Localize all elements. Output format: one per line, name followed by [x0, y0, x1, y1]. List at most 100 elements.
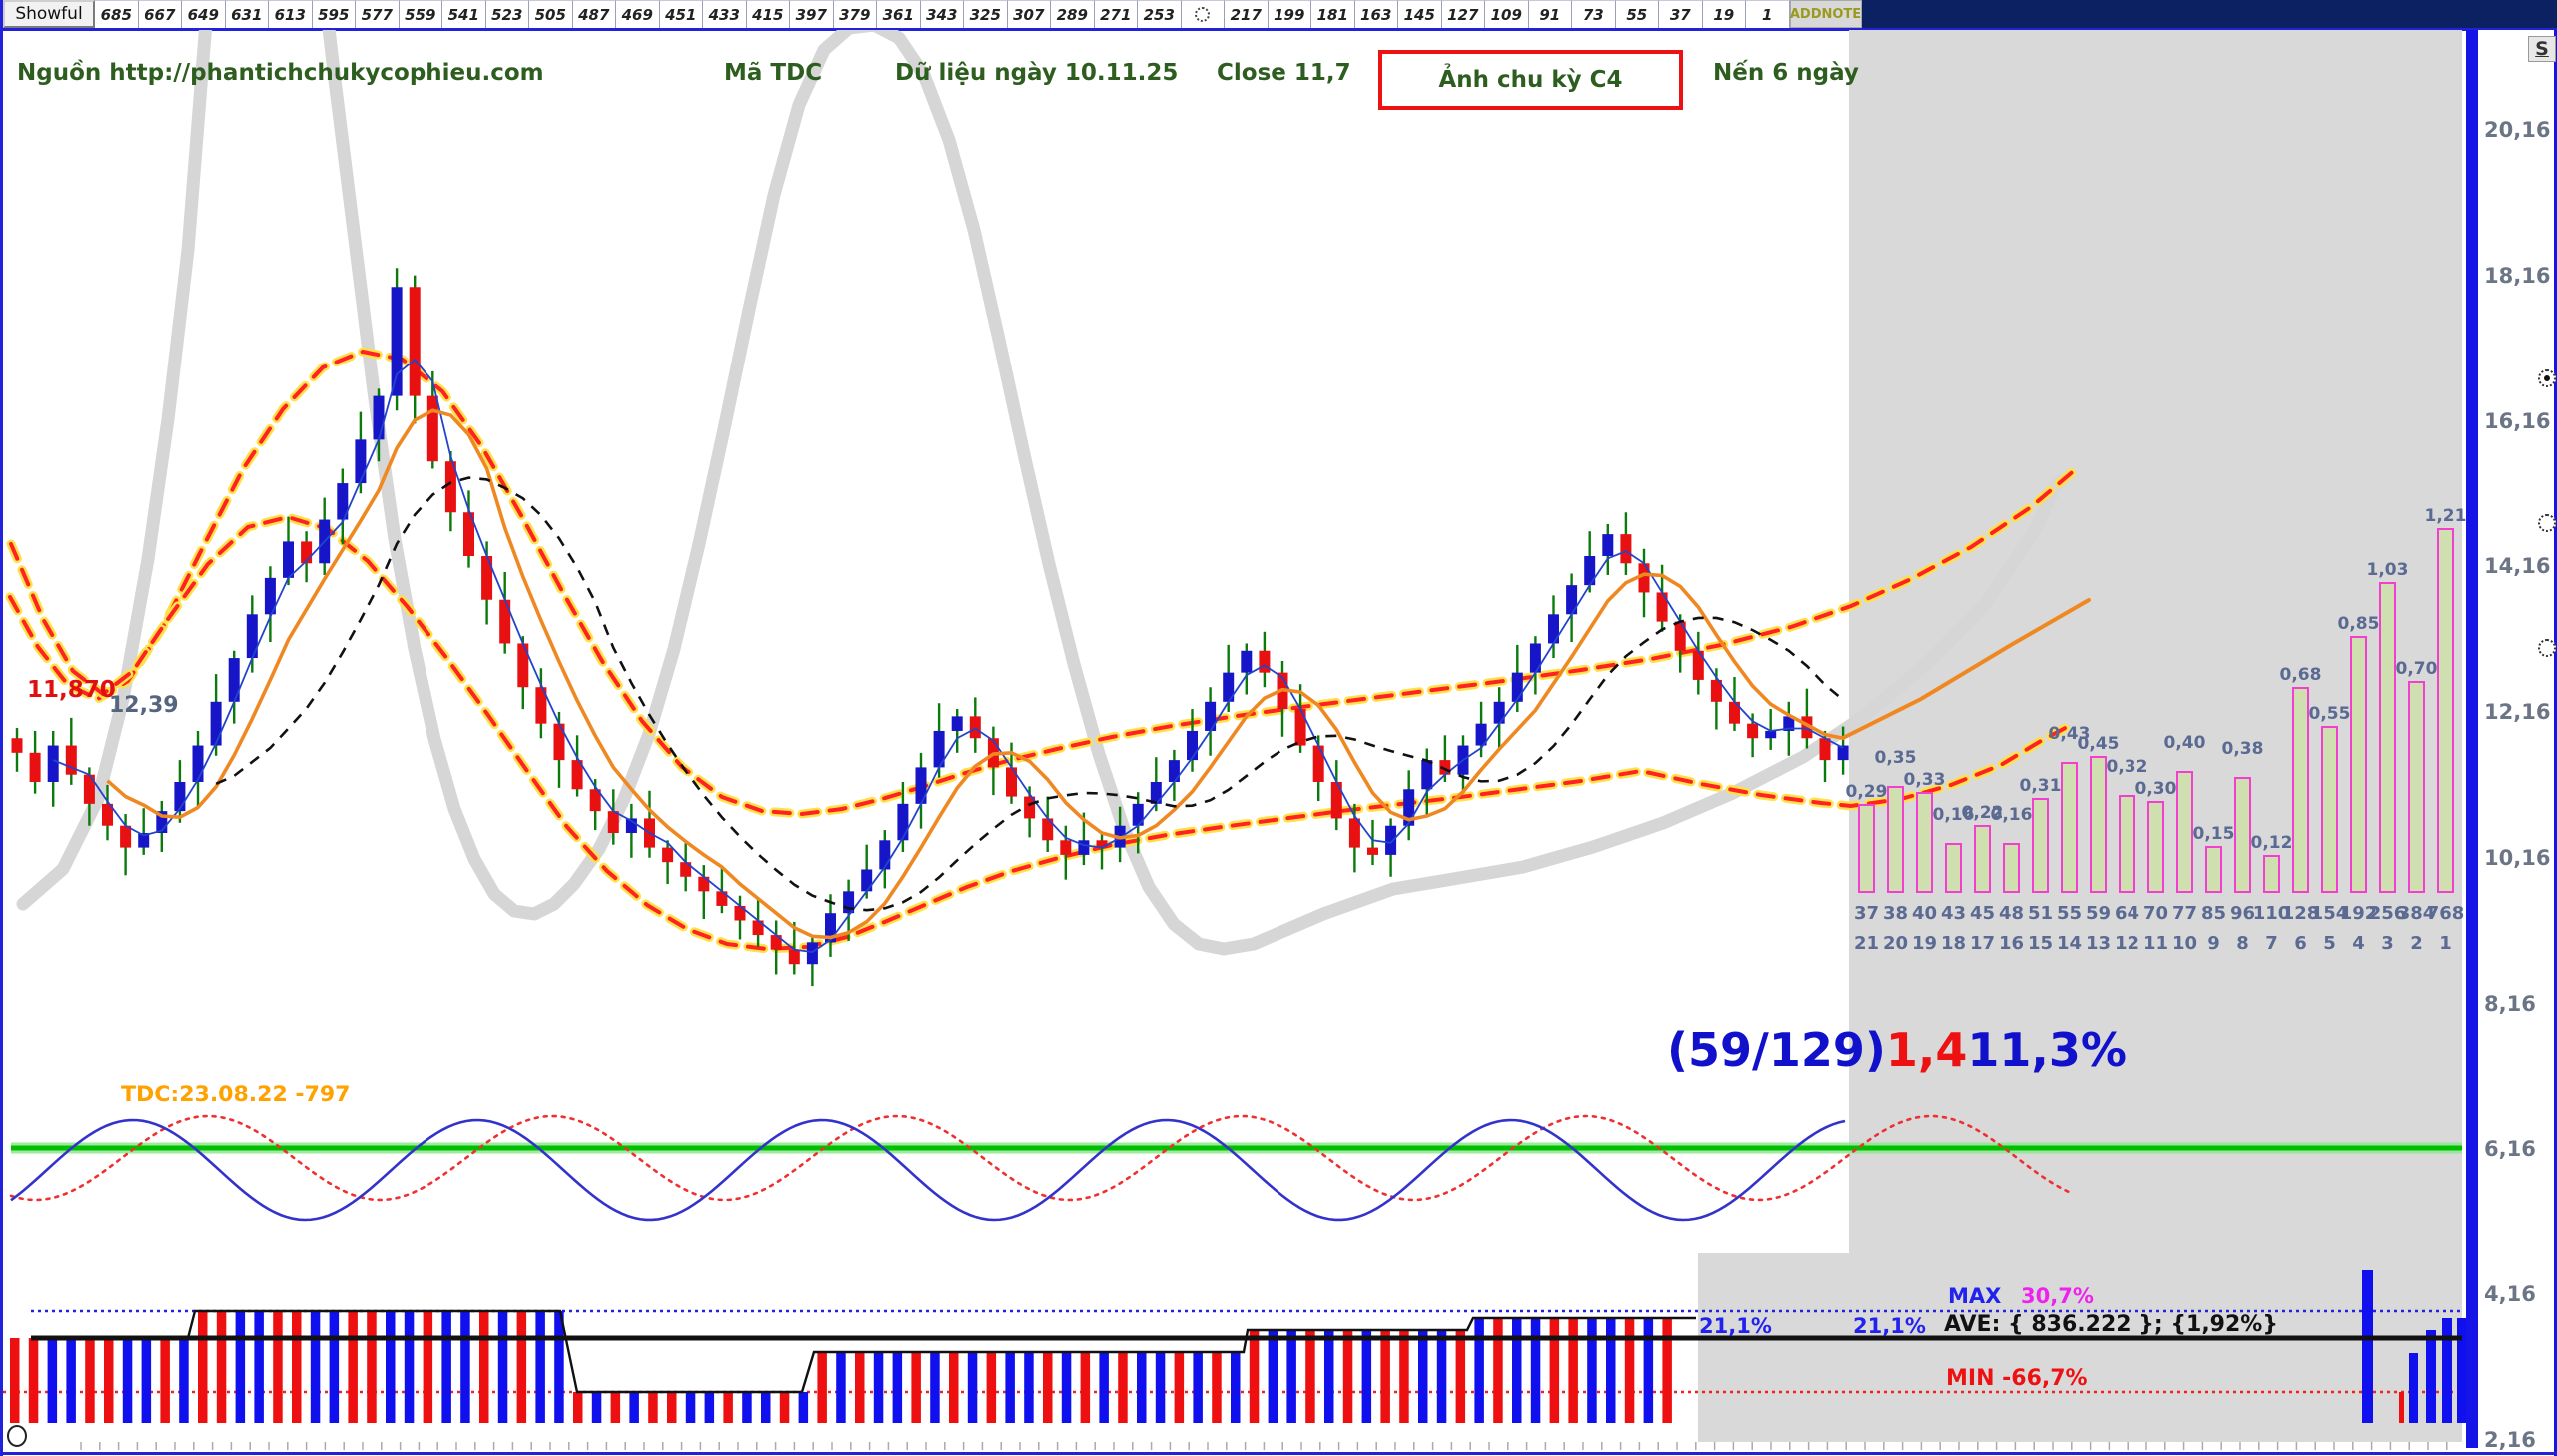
candle-body [662, 847, 674, 863]
candle-body [301, 541, 313, 564]
candle-body [1294, 709, 1306, 746]
forecast-bar-value: 0,12 [2251, 833, 2293, 853]
histogram-bar [85, 1338, 95, 1423]
price-axis-label: 4,16 [2484, 1282, 2536, 1307]
candle-body [1367, 847, 1378, 855]
candle-body [138, 833, 150, 848]
period-cell-397[interactable]: 397 [790, 0, 834, 28]
period-gear-icon[interactable] [1181, 0, 1225, 28]
scroll-tab-button[interactable]: S [2528, 36, 2556, 62]
showful-tab[interactable]: Showful [3, 0, 95, 28]
candle-body [1765, 730, 1777, 739]
period-cell-595[interactable]: 595 [312, 0, 356, 28]
forecast-bar-value: 1,21 [2425, 506, 2467, 526]
period-cell-145[interactable]: 145 [1398, 0, 1442, 28]
period-cell-505[interactable]: 505 [529, 0, 573, 28]
candle-body [1132, 803, 1144, 826]
period-cell-127[interactable]: 127 [1441, 0, 1485, 28]
histogram-bar-recent [2442, 1318, 2452, 1423]
period-cell-451[interactable]: 451 [659, 0, 703, 28]
forecast-count-label: 13 [2086, 933, 2111, 954]
histogram-bar [1024, 1352, 1034, 1423]
forecast-count-label: 21 [1854, 933, 1879, 954]
period-cell-181[interactable]: 181 [1311, 0, 1355, 28]
period-cell-289[interactable]: 289 [1051, 0, 1095, 28]
histogram-bar [348, 1311, 358, 1423]
candle-body [1205, 701, 1217, 731]
period-cell-163[interactable]: 163 [1354, 0, 1398, 28]
histogram-bar [235, 1311, 246, 1423]
ma-fast-blue-line [52, 358, 1844, 954]
ruler-origin-icon [7, 1425, 27, 1447]
period-cell-199[interactable]: 199 [1268, 0, 1311, 28]
candle-body [1566, 585, 1578, 615]
period-cell-559[interactable]: 559 [399, 0, 442, 28]
forecast-growth-label: 192 [2340, 903, 2378, 924]
period-cell-73[interactable]: 73 [1572, 0, 1616, 28]
forecast-count-label: 20 [1883, 933, 1908, 954]
forecast-bar [2061, 762, 2078, 893]
period-cell-667[interactable]: 667 [138, 0, 182, 28]
histogram-bar [1286, 1330, 1296, 1423]
forecast-bar-chart: 0,2937210,3538200,3340190,1643180,224517… [1846, 506, 2467, 954]
period-cell-19[interactable]: 19 [1702, 0, 1746, 28]
cycle-annotation-box: Ảnh chu kỳ C4 [1378, 50, 1683, 110]
cycle-ratio: (59/129) [1667, 1023, 1886, 1077]
period-cell-613[interactable]: 613 [269, 0, 313, 28]
period-cell-577[interactable]: 577 [356, 0, 400, 28]
period-cell-415[interactable]: 415 [746, 0, 790, 28]
forecast-growth-label: 51 [2028, 903, 2053, 924]
candle-body [517, 643, 529, 688]
period-cell-361[interactable]: 361 [877, 0, 921, 28]
histogram-bar [1493, 1318, 1503, 1423]
axis-marker-icon[interactable] [2538, 514, 2556, 532]
lower-cycle-band [9, 514, 2073, 952]
axis-marker-icon[interactable] [2538, 639, 2556, 657]
forecast-bar-value: 0,43 [2049, 724, 2091, 744]
upper-cycle-band [8, 349, 2078, 817]
histogram-bar [216, 1311, 227, 1423]
period-cell-37[interactable]: 37 [1659, 0, 1703, 28]
period-cell-1[interactable]: 1 [1746, 0, 1790, 28]
period-cell-631[interactable]: 631 [225, 0, 269, 28]
forecast-count-label: 1 [2439, 933, 2452, 954]
period-cell-271[interactable]: 271 [1094, 0, 1138, 28]
period-cell-649[interactable]: 649 [182, 0, 226, 28]
candle-body [571, 760, 583, 790]
addnote-button[interactable]: ADDNOTE [1789, 0, 1862, 28]
candle-body [29, 752, 41, 782]
histogram-bar [329, 1311, 340, 1423]
forecast-bar [2119, 795, 2135, 893]
forecast-bar-value: 0,33 [1904, 770, 1946, 790]
forecast-bar-value: 0,29 [1846, 782, 1888, 802]
candle-body [1403, 789, 1415, 826]
period-cell-307[interactable]: 307 [1007, 0, 1051, 28]
period-cell-541[interactable]: 541 [442, 0, 486, 28]
period-cell-109[interactable]: 109 [1485, 0, 1529, 28]
period-cell-487[interactable]: 487 [572, 0, 616, 28]
period-cell-523[interactable]: 523 [485, 0, 529, 28]
toolbar-filler [1861, 0, 2557, 28]
period-cell-433[interactable]: 433 [703, 0, 747, 28]
cycle-value-red: 1,4 [1885, 1023, 1968, 1077]
period-cell-217[interactable]: 217 [1225, 0, 1269, 28]
candle-body [1729, 701, 1740, 724]
histogram-bar [1587, 1318, 1597, 1423]
period-cell-379[interactable]: 379 [833, 0, 877, 28]
period-cell-469[interactable]: 469 [616, 0, 660, 28]
source-link[interactable]: Nguồn http://phantichchukycophieu.com [17, 60, 544, 86]
period-cell-343[interactable]: 343 [920, 0, 964, 28]
period-cell-253[interactable]: 253 [1138, 0, 1182, 28]
candle-body [770, 935, 782, 950]
histogram-bar [779, 1392, 790, 1423]
period-cell-91[interactable]: 91 [1528, 0, 1572, 28]
histogram-bar [423, 1311, 433, 1423]
period-cell-685[interactable]: 685 [95, 0, 139, 28]
histogram-bar [1155, 1352, 1166, 1423]
axis-marker-icon[interactable] [2538, 369, 2556, 387]
candle-body [607, 811, 619, 834]
forecast-count-label: 19 [1912, 933, 1937, 954]
period-cell-325[interactable]: 325 [964, 0, 1008, 28]
period-cell-55[interactable]: 55 [1615, 0, 1659, 28]
histogram-bar [836, 1352, 846, 1423]
